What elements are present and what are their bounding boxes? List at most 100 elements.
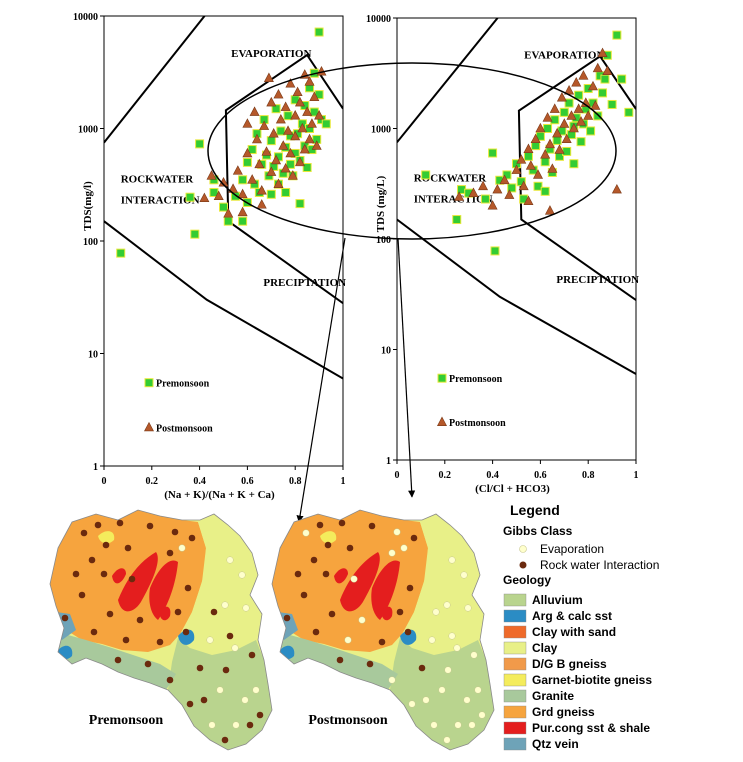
rock-water-dot — [366, 660, 374, 668]
boundary-line-1 — [397, 18, 499, 143]
legend-geology-swatch — [503, 673, 527, 687]
postmonsoon-point — [247, 174, 258, 184]
map-area-arg — [400, 629, 417, 645]
map-area-arg — [178, 629, 195, 645]
postmonsoon-point — [533, 169, 544, 179]
legend-marker-postmonsoon — [144, 421, 154, 432]
postmonsoon-point — [299, 143, 310, 154]
premonsoon-point — [598, 88, 608, 98]
legend-geology-label: Garnet-biotite gneiss — [532, 673, 652, 687]
postmonsoon-point — [499, 174, 510, 185]
legend-marker-postmonsoon — [437, 416, 447, 426]
postmonsoon-point — [590, 100, 601, 110]
postmonsoon-point — [516, 154, 527, 164]
zone-precipitation: PRECIPTATION — [556, 274, 639, 286]
rock-water-dot — [346, 544, 354, 552]
postmonsoon-point — [311, 140, 322, 150]
premonsoon-point — [238, 216, 248, 226]
legend-geology-label: Qtz vein — [532, 737, 579, 751]
rock-water-dot — [146, 522, 154, 530]
premonsoon-point — [283, 111, 293, 121]
rock-water-dot — [378, 638, 386, 646]
rock-water-dot — [418, 664, 426, 672]
premonsoon-point — [490, 246, 500, 256]
postmonsoon-point — [304, 133, 315, 144]
evaporation-dot — [432, 608, 440, 616]
evaporation-dot — [242, 604, 250, 612]
premonsoon-point — [543, 124, 553, 133]
series-premonsoon — [116, 27, 331, 258]
postmonsoon-point — [278, 140, 289, 150]
map-area-pur-cong — [334, 568, 348, 584]
zone-rockwater: ROCKWATER — [414, 173, 488, 185]
arrow-to-premonsoon-map — [296, 237, 346, 523]
postmonsoon-point — [523, 143, 534, 153]
postmonsoon-point — [261, 146, 272, 156]
rock-water-dot — [186, 700, 194, 708]
evaporation-dot — [241, 696, 249, 704]
boundary-lines — [104, 16, 343, 380]
rock-water-dot — [72, 570, 80, 578]
legend-label-premonsoon: Premonsoon — [156, 379, 210, 390]
rock-water-dot — [90, 628, 98, 636]
y-tick-label: 1000 — [78, 125, 98, 136]
y-tick-label: 10 — [381, 346, 391, 357]
rock-water-dot — [200, 696, 208, 704]
premonsoon-point — [314, 27, 324, 37]
rock-water-dot — [182, 628, 190, 636]
postmonsoon-point — [549, 103, 560, 113]
premonsoon-point — [281, 187, 291, 197]
evaporation-dot — [422, 696, 430, 704]
evaporation-dot — [448, 556, 456, 564]
x-tick-label: 0.4 — [193, 476, 206, 487]
postmonsoon-point — [292, 86, 303, 97]
map-area-granite — [272, 630, 398, 690]
postmonsoon-point — [266, 166, 277, 176]
postmonsoon-point — [273, 88, 284, 99]
evaporation-dot — [302, 529, 310, 537]
postmonsoon-point — [580, 97, 591, 107]
premonsoon-point — [421, 170, 431, 180]
postmonsoon-point — [552, 127, 563, 138]
evaporation-dot — [231, 644, 239, 652]
rock-water-dot — [324, 541, 332, 549]
legend-label-postmonsoon: Postmonsoon — [156, 423, 213, 434]
postmonsoon-point — [511, 164, 522, 174]
x-tick-label: 0.4 — [486, 470, 499, 481]
evaporation-dot — [388, 549, 396, 557]
rock-water-dot — [171, 528, 179, 536]
arrow-to-postmonsoon-map — [397, 237, 416, 498]
postmonsoon-point — [268, 128, 279, 138]
premonsoon-point — [552, 135, 562, 145]
postmonsoon-point — [587, 80, 598, 91]
map-label: Premonsoon — [89, 713, 164, 728]
postmonsoon-point — [487, 200, 498, 210]
map-area-garnet — [98, 531, 115, 544]
rock-water-dot — [222, 666, 230, 674]
rock-water-dot — [114, 656, 122, 664]
map-outline — [49, 509, 273, 751]
legend-gibbs-marker — [519, 545, 527, 553]
highlight-ellipse — [207, 62, 617, 240]
premonsoon-point — [242, 157, 252, 167]
legend-geology-swatch — [503, 609, 527, 623]
evaporation-dot — [252, 686, 260, 694]
rock-water-dot — [300, 591, 308, 599]
premonsoon-point — [523, 151, 533, 161]
evaporation-dot — [350, 575, 358, 583]
y-tick-label: 1 — [386, 456, 391, 467]
postmonsoon-point — [302, 106, 313, 116]
legend-geology-swatch — [503, 641, 527, 655]
rock-water-dot — [406, 584, 414, 592]
map-area-pur-cong — [381, 606, 393, 621]
premonsoon-point — [559, 107, 569, 117]
map-area-granite — [50, 630, 176, 690]
premonsoon-point — [593, 111, 603, 121]
rock-water-dot — [88, 556, 96, 564]
gibbs-chart-2: 0 0.2 0.4 0.6 0.8 1 1 10 100 1000 10000 (Cl/Cl + HC… — [366, 14, 639, 495]
legend-geology-label: Grd gneiss — [532, 705, 595, 719]
premonsoon-point — [452, 215, 462, 225]
y-tick-label: 1 — [93, 462, 98, 473]
boundary-lines — [397, 18, 636, 375]
postmonsoon-point — [468, 187, 479, 197]
